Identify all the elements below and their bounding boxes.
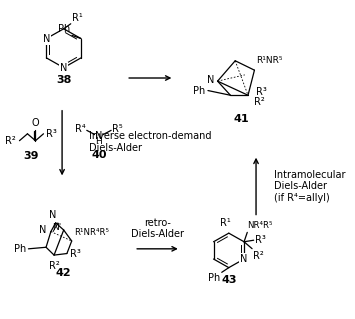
Text: 43: 43: [221, 275, 236, 285]
Text: R¹: R¹: [72, 13, 83, 23]
Text: R⁴: R⁴: [75, 124, 86, 134]
Text: Ph: Ph: [14, 244, 27, 254]
Text: 40: 40: [91, 150, 107, 160]
Text: R³: R³: [255, 235, 266, 245]
Text: R¹NR⁵: R¹NR⁵: [256, 56, 283, 64]
Text: Ph: Ph: [208, 273, 220, 283]
Text: N: N: [240, 254, 248, 264]
Text: 41: 41: [234, 114, 250, 124]
Text: R³: R³: [70, 249, 81, 259]
Text: 42: 42: [56, 268, 71, 278]
Text: Ph: Ph: [58, 25, 70, 34]
Text: N: N: [207, 75, 214, 85]
Text: R²: R²: [253, 250, 264, 261]
Text: 39: 39: [23, 151, 38, 161]
Text: retro-
Diels-Alder: retro- Diels-Alder: [131, 218, 184, 240]
Text: N: N: [49, 210, 56, 220]
Text: R¹NR⁴R⁵: R¹NR⁴R⁵: [74, 228, 109, 237]
Text: N: N: [60, 63, 67, 73]
Text: H: H: [95, 137, 102, 146]
Text: O: O: [32, 118, 39, 128]
Text: R²: R²: [49, 261, 60, 271]
Text: 38: 38: [56, 75, 71, 85]
Text: N: N: [95, 131, 103, 141]
Text: R¹: R¹: [220, 218, 231, 228]
Text: NR⁴R⁵: NR⁴R⁵: [247, 221, 273, 230]
Text: N: N: [43, 33, 50, 43]
Text: R²: R²: [255, 97, 265, 107]
Text: Inverse electron-demand
Diels-Alder: Inverse electron-demand Diels-Alder: [89, 131, 212, 153]
Text: Intramolecular
Diels-Alder
(if R⁴=allyl): Intramolecular Diels-Alder (if R⁴=allyl): [274, 169, 345, 203]
Text: R³: R³: [46, 129, 57, 139]
Text: R²: R²: [5, 136, 16, 146]
Text: N: N: [39, 225, 46, 235]
Text: Ph: Ph: [193, 85, 206, 96]
Text: R³: R³: [256, 87, 267, 97]
Text: R⁵: R⁵: [113, 124, 123, 134]
Text: N': N': [52, 223, 61, 232]
